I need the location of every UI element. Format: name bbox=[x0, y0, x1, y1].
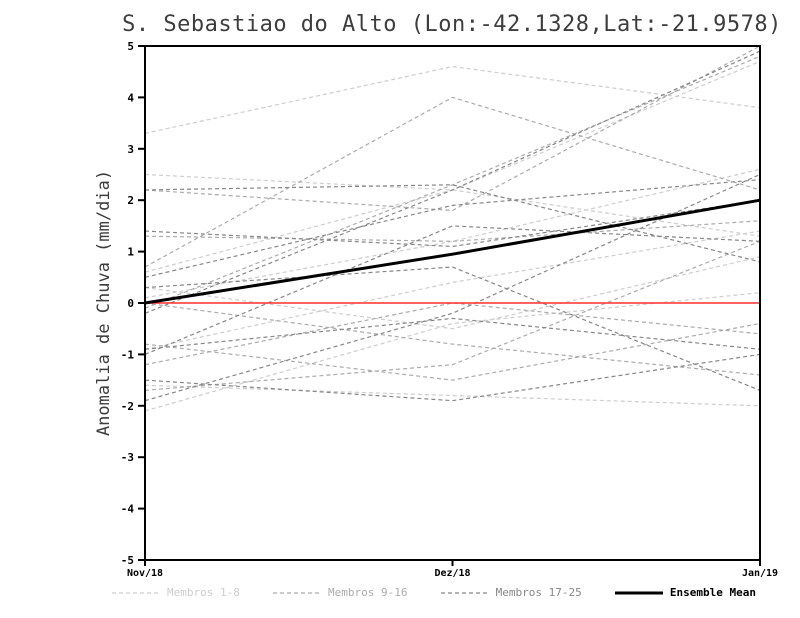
member-line bbox=[144, 55, 761, 309]
legend-item-members-17-25: Membros 17-25 bbox=[440, 586, 582, 599]
x-tick-label: Jan/19 bbox=[742, 568, 778, 579]
member-line bbox=[144, 322, 761, 381]
member-line bbox=[144, 199, 761, 248]
member-line bbox=[144, 302, 761, 366]
y-tick-label: -3 bbox=[121, 451, 134, 464]
x-tick-label: Dez/18 bbox=[434, 568, 470, 579]
y-tick-label: 4 bbox=[127, 91, 134, 104]
member-line bbox=[144, 225, 761, 355]
y-tick-label: -2 bbox=[121, 400, 134, 413]
legend-swatch-members-9-16 bbox=[273, 591, 322, 594]
legend-swatch-members-17-25 bbox=[440, 591, 489, 594]
member-line bbox=[144, 230, 761, 350]
legend-swatch-ensemble-mean bbox=[614, 591, 663, 594]
member-line bbox=[144, 384, 761, 407]
y-tick-label: -5 bbox=[121, 554, 134, 567]
y-tick-label: 0 bbox=[127, 297, 134, 310]
y-tick-label: -1 bbox=[121, 348, 135, 361]
member-line bbox=[144, 292, 761, 412]
x-tick-label: Nov/18 bbox=[127, 568, 163, 579]
member-line bbox=[144, 240, 761, 391]
legend-item-ensemble-mean: Ensemble Mean bbox=[614, 586, 756, 599]
member-line bbox=[144, 317, 761, 350]
y-tick-label: 5 bbox=[127, 40, 134, 53]
member-line bbox=[144, 50, 761, 314]
y-tick-label: 1 bbox=[127, 246, 134, 259]
legend-item-members-1-8: Membros 1-8 bbox=[112, 586, 240, 599]
y-tick-label: 3 bbox=[127, 143, 134, 156]
member-line bbox=[144, 302, 761, 376]
member-line bbox=[144, 353, 761, 402]
member-line bbox=[144, 179, 761, 278]
member-line bbox=[144, 45, 761, 212]
member-line bbox=[144, 256, 761, 330]
y-tick-label: 2 bbox=[127, 194, 134, 207]
member-line bbox=[144, 266, 761, 391]
legend: Membros 1-8 Membros 9-16 Membros 17-25 E… bbox=[112, 586, 756, 599]
legend-label-members-9-16: Membros 9-16 bbox=[328, 586, 408, 599]
legend-label-members-17-25: Membros 17-25 bbox=[495, 586, 582, 599]
y-tick-label: -4 bbox=[121, 503, 135, 516]
ensemble-mean-line bbox=[144, 198, 761, 305]
member-line bbox=[144, 184, 761, 263]
member-line bbox=[144, 65, 761, 134]
legend-label-members-1-8: Membros 1-8 bbox=[167, 586, 240, 599]
legend-item-members-9-16: Membros 9-16 bbox=[273, 586, 408, 599]
chart-title: S. Sebastiao do Alto (Lon:-42.1328,Lat:-… bbox=[122, 12, 782, 37]
member-line bbox=[144, 173, 761, 402]
member-line bbox=[144, 220, 761, 242]
legend-label-ensemble-mean: Ensemble Mean bbox=[669, 586, 756, 599]
legend-swatch-members-1-8 bbox=[112, 591, 160, 594]
member-line bbox=[144, 96, 761, 268]
